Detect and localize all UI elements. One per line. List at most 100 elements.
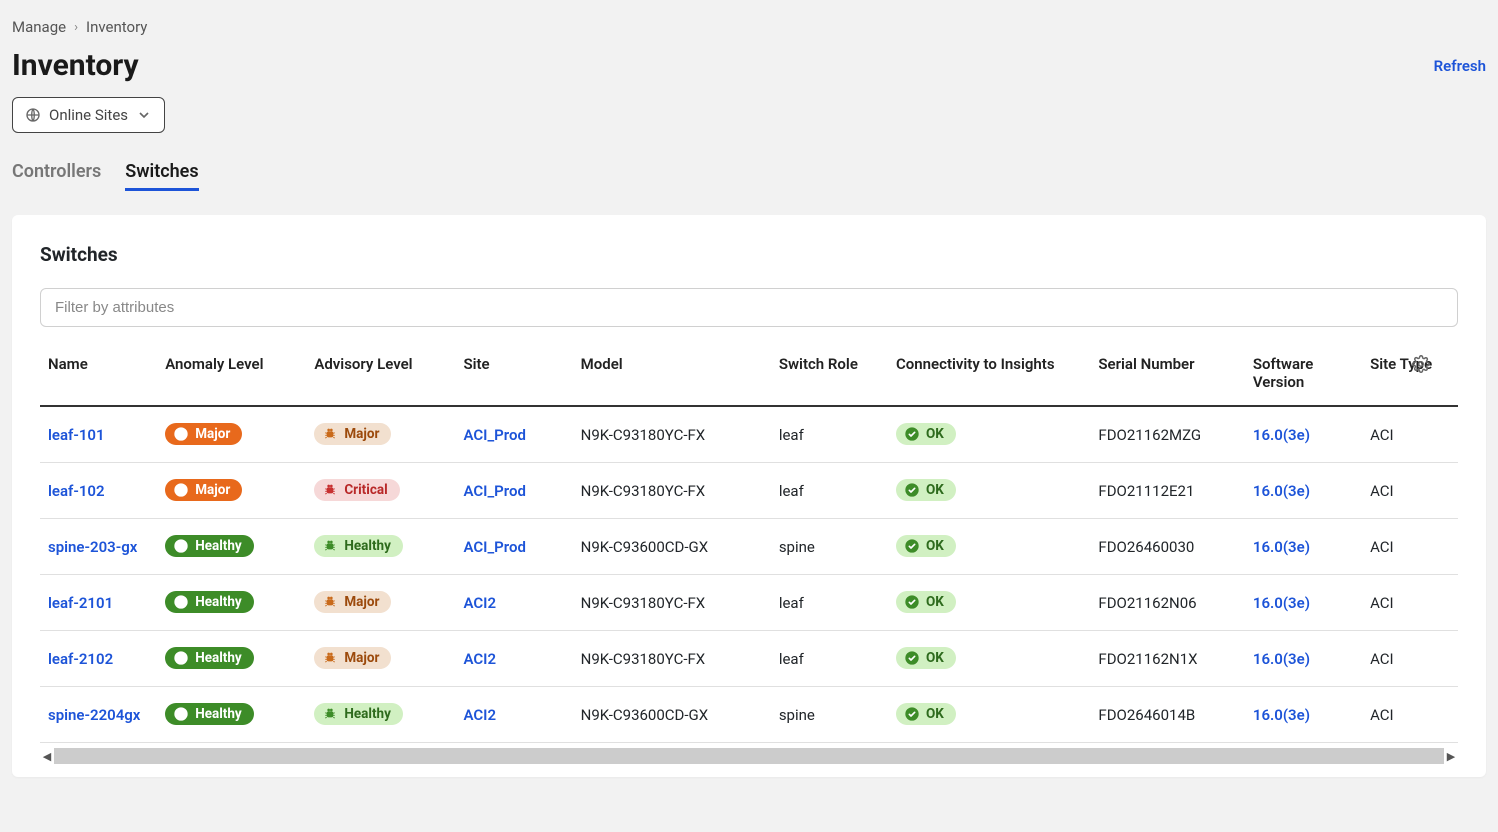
switch-name-link[interactable]: leaf-2102 <box>48 650 113 668</box>
site-type-cell: ACI <box>1362 519 1458 575</box>
model-cell: N9K-C93180YC-FX <box>573 463 771 519</box>
breadcrumb-manage[interactable]: Manage <box>12 18 66 36</box>
switch-name-link[interactable]: spine-2204gx <box>48 706 140 724</box>
advisory-label: Critical <box>344 482 387 498</box>
site-link[interactable]: ACI_Prod <box>463 426 525 444</box>
breadcrumb: Manage › Inventory <box>12 12 1486 48</box>
anomaly-label: Healthy <box>195 650 242 666</box>
anomaly-badge: Healthy <box>165 703 254 725</box>
version-link[interactable]: 16.0(3e) <box>1253 594 1310 612</box>
site-link[interactable]: ACI_Prod <box>463 538 525 556</box>
version-link[interactable]: 16.0(3e) <box>1253 426 1310 444</box>
pulse-icon <box>173 706 189 722</box>
check-circle-icon <box>904 426 920 442</box>
table-row: spine-203-gxHealthyHealthyACI_ProdN9K-C9… <box>40 519 1458 575</box>
table-row: spine-2204gx Healthy Healthy ACI2 N9K-C93600… <box>40 687 1458 743</box>
model-cell: N9K-C93600CD-GX <box>573 687 771 743</box>
role-cell: leaf <box>771 406 888 463</box>
advisory-icon <box>322 650 338 666</box>
tab-controllers[interactable]: Controllers <box>12 161 101 191</box>
advisory-badge: Healthy <box>314 535 403 557</box>
anomaly-label: Healthy <box>195 594 242 610</box>
col-role[interactable]: Switch Role <box>771 345 888 406</box>
col-site-type[interactable]: Site Type <box>1362 345 1458 406</box>
model-cell: N9K-C93180YC-FX <box>573 631 771 687</box>
refresh-button[interactable]: Refresh <box>1434 57 1486 75</box>
model-cell: N9K-C93600CD-GX <box>573 519 771 575</box>
anomaly-badge: Healthy <box>165 647 254 669</box>
table-row: leaf-101 Major Major ACI_Prod N9K-C93180YC-F… <box>40 406 1458 463</box>
switch-name-link[interactable]: leaf-102 <box>48 482 105 500</box>
model-cell: N9K-C93180YC-FX <box>573 575 771 631</box>
pulse-icon <box>173 538 189 554</box>
role-cell: leaf <box>771 631 888 687</box>
col-serial[interactable]: Serial Number <box>1090 345 1244 406</box>
site-link[interactable]: ACI_Prod <box>463 482 525 500</box>
site-link[interactable]: ACI2 <box>463 594 496 612</box>
connectivity-badge: OK <box>896 423 956 445</box>
col-name[interactable]: Name <box>40 345 157 406</box>
anomaly-label: Healthy <box>195 706 242 722</box>
check-circle-icon <box>904 482 920 498</box>
site-link[interactable]: ACI2 <box>463 650 496 668</box>
pulse-icon <box>173 594 189 610</box>
switch-name-link[interactable]: spine-203-gx <box>48 538 137 556</box>
anomaly-label: Major <box>195 426 230 442</box>
version-link[interactable]: 16.0(3e) <box>1253 482 1310 500</box>
version-link[interactable]: 16.0(3e) <box>1253 706 1310 724</box>
serial-cell: FDO21162N1X <box>1090 631 1244 687</box>
switches-table: Name Anomaly Level Advisory Level Site M… <box>40 345 1458 743</box>
role-cell: leaf <box>771 463 888 519</box>
col-anomaly[interactable]: Anomaly Level <box>157 345 306 406</box>
model-cell: N9K-C93180YC-FX <box>573 406 771 463</box>
col-version[interactable]: Software Version <box>1245 345 1362 406</box>
check-circle-icon <box>904 594 920 610</box>
switches-card: Switches Name Anomaly Level Advisory Lev… <box>12 215 1486 777</box>
col-connectivity[interactable]: Connectivity to Insights <box>888 345 1090 406</box>
check-circle-icon <box>904 538 920 554</box>
scroll-track[interactable] <box>54 748 1444 764</box>
version-link[interactable]: 16.0(3e) <box>1253 650 1310 668</box>
check-circle-icon <box>904 650 920 666</box>
switch-name-link[interactable]: leaf-2101 <box>48 594 113 612</box>
breadcrumb-inventory[interactable]: Inventory <box>86 18 147 36</box>
column-settings-button[interactable] <box>1412 355 1430 377</box>
pulse-icon <box>173 426 189 442</box>
check-circle-icon <box>904 706 920 722</box>
site-type-cell: ACI <box>1362 575 1458 631</box>
connectivity-badge: OK <box>896 535 956 557</box>
advisory-label: Major <box>344 650 379 666</box>
col-model[interactable]: Model <box>573 345 771 406</box>
connectivity-badge: OK <box>896 479 956 501</box>
serial-cell: FDO26460030 <box>1090 519 1244 575</box>
advisory-label: Healthy <box>344 538 391 554</box>
connectivity-label: OK <box>926 594 944 610</box>
anomaly-label: Major <box>195 482 230 498</box>
site-type-cell: ACI <box>1362 631 1458 687</box>
site-link[interactable]: ACI2 <box>463 706 496 724</box>
advisory-icon <box>322 426 338 442</box>
advisory-badge: Major <box>314 423 391 445</box>
horizontal-scrollbar[interactable]: ◀ ▶ <box>40 747 1458 765</box>
advisory-label: Healthy <box>344 706 391 722</box>
site-filter-label: Online Sites <box>49 106 128 124</box>
version-link[interactable]: 16.0(3e) <box>1253 538 1310 556</box>
serial-cell: FDO21162N06 <box>1090 575 1244 631</box>
switch-name-link[interactable]: leaf-101 <box>48 426 105 444</box>
connectivity-badge: OK <box>896 591 956 613</box>
table-row: leaf-2101HealthyMajorACI2N9K-C93180YC-FX… <box>40 575 1458 631</box>
site-type-cell: ACI <box>1362 687 1458 743</box>
role-cell: spine <box>771 687 888 743</box>
anomaly-badge: Major <box>165 479 242 501</box>
scroll-left-icon[interactable]: ◀ <box>40 750 54 763</box>
col-site[interactable]: Site <box>455 345 572 406</box>
connectivity-badge: OK <box>896 647 956 669</box>
scroll-right-icon[interactable]: ▶ <box>1444 750 1458 763</box>
advisory-badge: Major <box>314 647 391 669</box>
tab-switches[interactable]: Switches <box>125 161 198 191</box>
site-filter-dropdown[interactable]: Online Sites <box>12 97 165 133</box>
filter-input[interactable] <box>40 288 1458 327</box>
col-advisory[interactable]: Advisory Level <box>306 345 455 406</box>
breadcrumb-separator-icon: › <box>74 20 78 35</box>
table-row: leaf-2102 Healthy Major ACI2 N9K-C93180YC-FX… <box>40 631 1458 687</box>
